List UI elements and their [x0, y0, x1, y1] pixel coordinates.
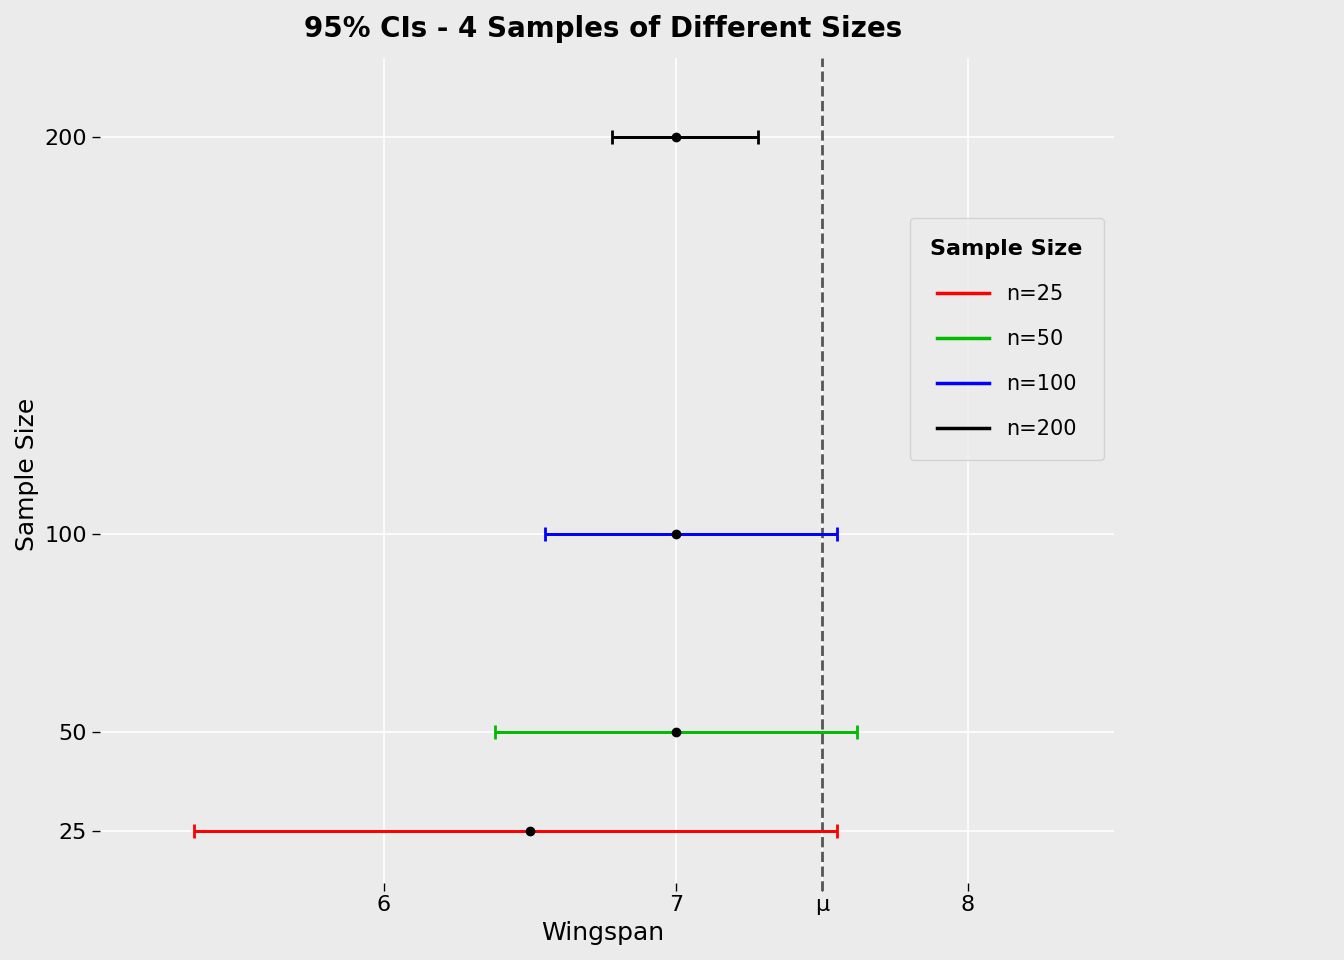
Legend: n=25, n=50, n=100, n=200: n=25, n=50, n=100, n=200: [910, 218, 1103, 460]
X-axis label: Wingspan: Wingspan: [542, 921, 664, 945]
Title: 95% CIs - 4 Samples of Different Sizes: 95% CIs - 4 Samples of Different Sizes: [304, 15, 902, 43]
Y-axis label: Sample Size: Sample Size: [15, 397, 39, 551]
